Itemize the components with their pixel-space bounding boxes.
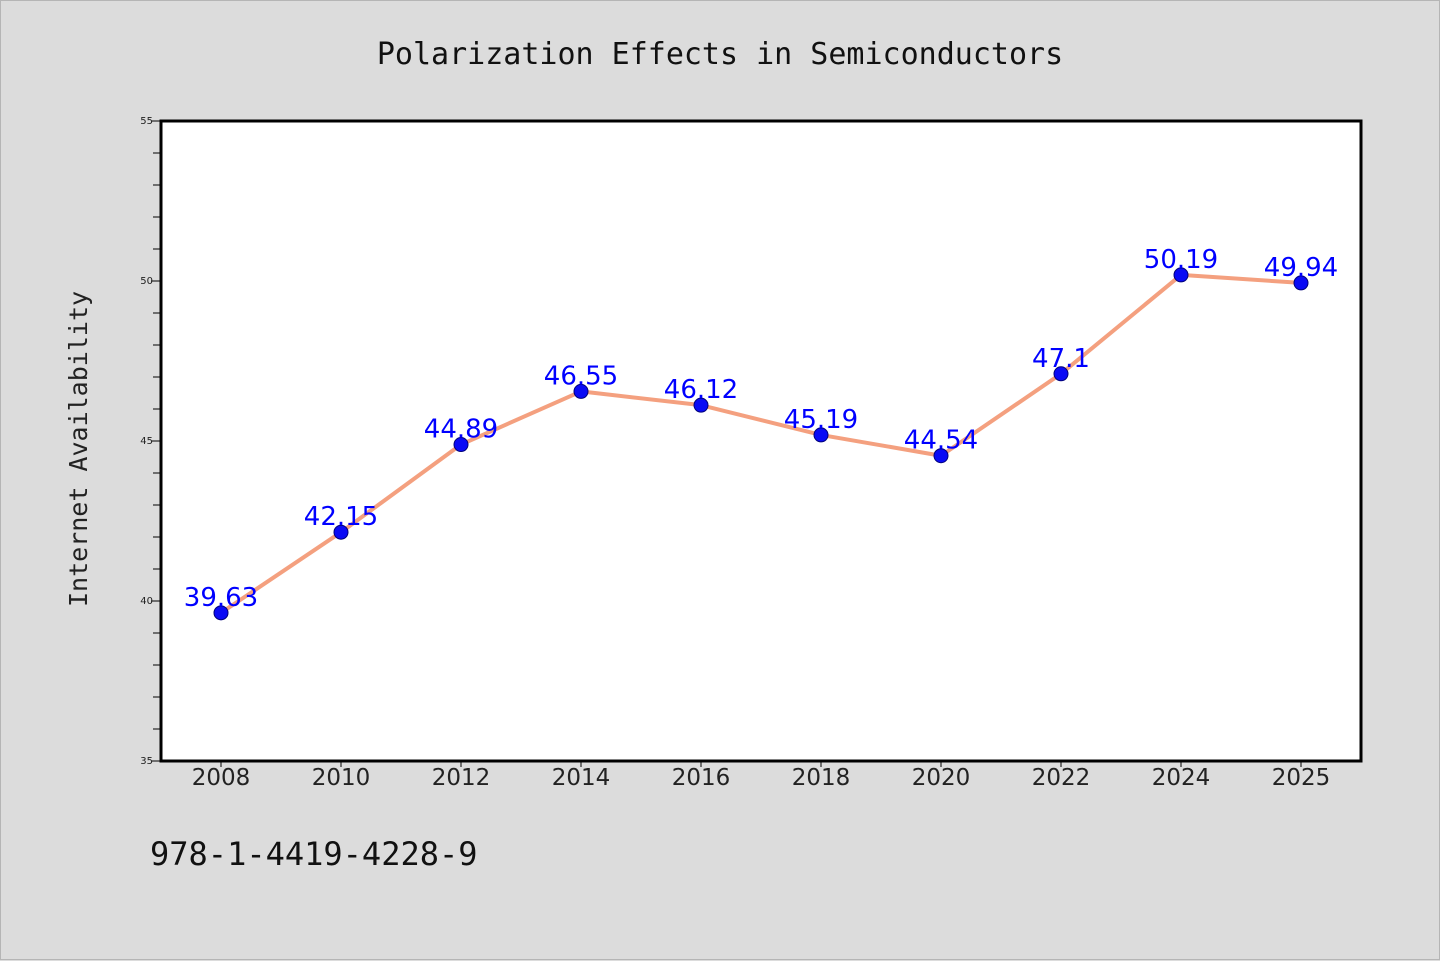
data-point [813, 427, 829, 443]
series-line-layer [219, 272, 1303, 615]
data-label: 45.19 [784, 405, 858, 435]
x-tick-label: 2010 [312, 765, 371, 791]
data-point [213, 605, 229, 621]
data-label-layer: 39.63 42.15 44.89 46.55 46.12 45.19 44.54 47.1 5… [184, 245, 1338, 613]
series-line [219, 272, 1303, 615]
data-label: 49.94 [1264, 253, 1338, 283]
data-point [453, 437, 469, 453]
plot-frame [159, 119, 1363, 763]
x-tick-label: 2012 [432, 765, 491, 791]
data-label: 39.63 [184, 583, 258, 613]
x-axis-ticks: 2008 2010 2012 2014 2016 2018 2020 2022 2024 2025 [192, 761, 1331, 791]
data-point [693, 397, 709, 413]
plot-area [161, 121, 1361, 761]
y-axis-label: Internet Availability [64, 291, 93, 607]
data-point-layer [213, 267, 1309, 621]
y-tick-label: 50 [140, 276, 153, 287]
data-point [933, 448, 949, 464]
data-point [1053, 366, 1069, 382]
x-tick-label: 2018 [792, 765, 851, 791]
data-label: 50.19 [1144, 245, 1218, 275]
data-point [1293, 275, 1309, 291]
data-label: 44.89 [424, 415, 498, 445]
data-label: 46.55 [544, 361, 618, 391]
data-label: 42.15 [304, 502, 378, 532]
x-tick-label: 2022 [1032, 765, 1091, 791]
x-tick-label: 2020 [912, 765, 971, 791]
data-label: 47.1 [1032, 344, 1090, 374]
x-tick-label: 2014 [552, 765, 611, 791]
x-tick-label: 2016 [672, 765, 731, 791]
data-point [1173, 267, 1189, 283]
data-label: 46.12 [664, 375, 738, 405]
data-point [573, 383, 589, 399]
data-point [333, 524, 349, 540]
y-axis-ticks: 35 40 45 50 55 [140, 116, 161, 767]
x-tick-label: 2008 [192, 765, 251, 791]
data-label: 44.54 [904, 426, 978, 456]
y-tick-label: 55 [140, 116, 153, 127]
chart-title: Polarization Effects in Semiconductors [377, 37, 1063, 72]
y-tick-label: 40 [140, 596, 153, 607]
isbn-text: 978-1-4419-4228-9 [150, 835, 478, 873]
y-tick-label: 35 [140, 756, 153, 767]
x-tick-label: 2025 [1272, 765, 1331, 791]
y-tick-label: 45 [140, 436, 153, 447]
x-tick-label: 2024 [1152, 765, 1211, 791]
